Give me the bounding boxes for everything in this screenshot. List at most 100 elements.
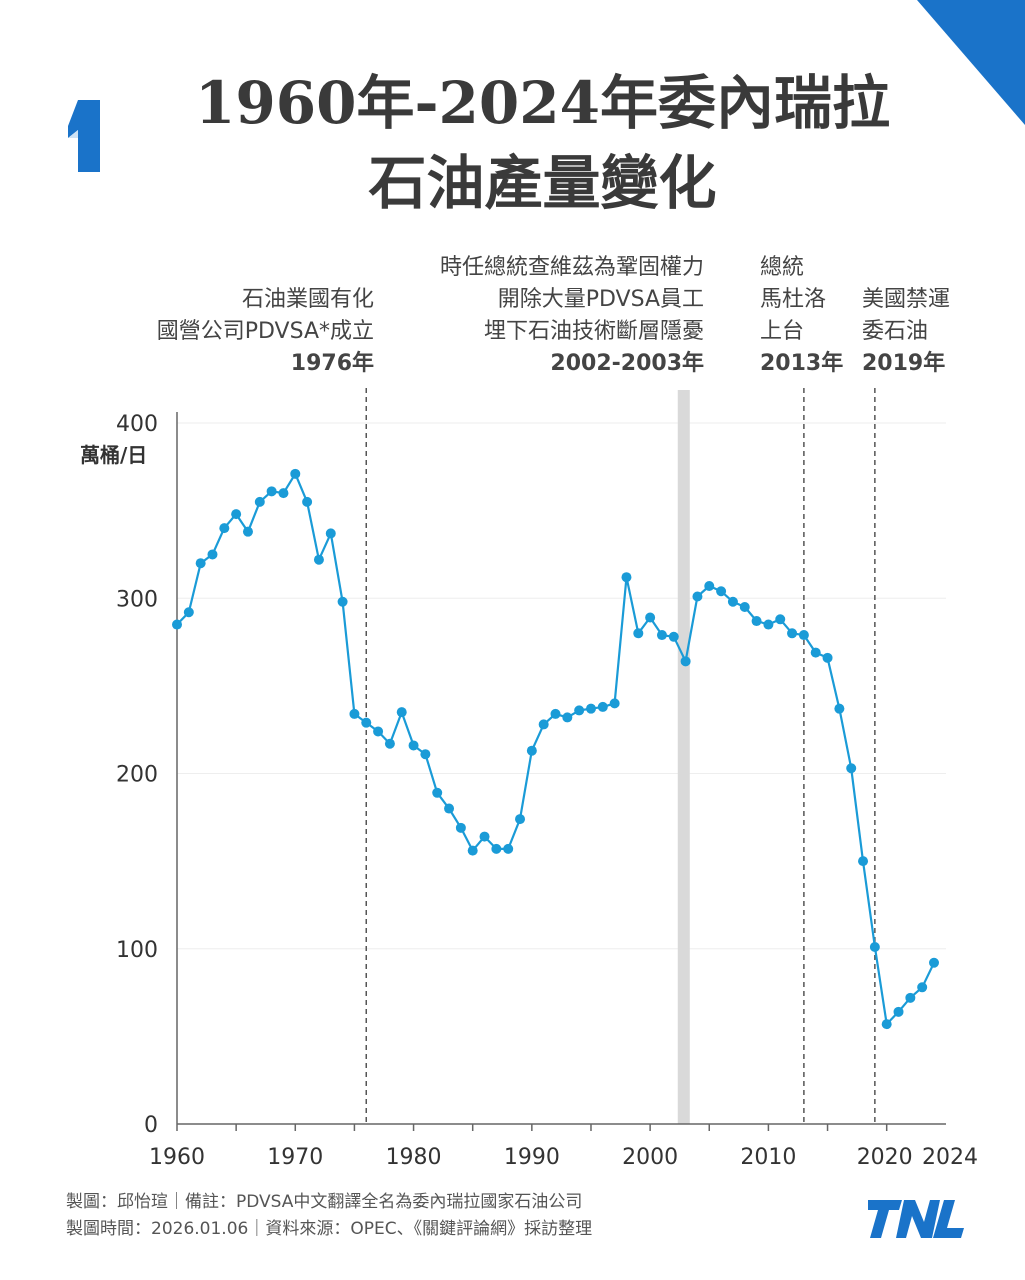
data-point-2005	[704, 580, 715, 591]
annotation-year-label: 2013年	[760, 350, 843, 376]
series-line	[176, 472, 935, 1026]
data-point-2018	[858, 856, 869, 867]
data-point-1968	[266, 486, 277, 497]
data-point-2020	[881, 1019, 892, 1030]
y-axis-label: 萬桶/日	[80, 443, 147, 467]
x-tick-label: 1960	[149, 1145, 205, 1170]
data-point-1962	[195, 558, 206, 569]
x-tick-label: 1970	[267, 1145, 323, 1170]
data-point-2009	[751, 616, 762, 627]
y-tick-label: 200	[116, 763, 158, 788]
data-point-1975	[349, 708, 360, 719]
footer-source: 製圖時間：2026.01.06｜資料來源：OPEC、《關鍵評論網》採訪整理	[66, 1219, 593, 1239]
data-point-1999	[633, 628, 644, 639]
y-tick-label: 100	[116, 938, 158, 963]
y-tick-label: 400	[116, 412, 158, 437]
annotation-year-label: 1976年	[291, 350, 374, 376]
data-point-2021	[893, 1006, 904, 1017]
data-point-2010	[763, 619, 774, 630]
data-point-1982	[432, 787, 443, 798]
data-point-1960	[172, 619, 182, 630]
annotation-text: 時任總統查維茲為鞏固權力	[440, 255, 704, 280]
data-point-1974	[337, 596, 348, 607]
data-point-2008	[739, 602, 750, 613]
annotation-text: 總統	[760, 255, 804, 280]
data-point-2012	[787, 628, 798, 639]
annotation-year-label: 2019年	[862, 350, 945, 376]
data-point-1987	[491, 843, 502, 854]
y-tick-label: 0	[144, 1113, 158, 1138]
data-point-2003	[680, 656, 691, 667]
data-point-2015	[822, 652, 833, 663]
data-point-2011	[775, 614, 786, 625]
data-point-1961	[183, 607, 194, 618]
data-point-2022	[905, 992, 916, 1003]
x-tick-label: 1990	[504, 1145, 560, 1170]
data-point-2016	[834, 703, 845, 714]
annotation-text: 國營公司PDVSA*成立	[157, 319, 374, 344]
x-tick-label: 2020	[857, 1145, 913, 1170]
data-point-2006	[716, 586, 727, 597]
data-point-1990	[526, 745, 537, 756]
x-tick-label: 2024	[922, 1145, 978, 1170]
annotation-text: 上台	[760, 319, 804, 344]
data-point-2023	[917, 982, 928, 993]
data-point-1964	[219, 523, 230, 534]
data-point-1976	[361, 717, 372, 728]
data-point-1970	[290, 468, 301, 479]
data-point-1993	[562, 712, 573, 723]
x-tick-label: 2010	[740, 1145, 796, 1170]
data-point-1995	[585, 703, 596, 714]
data-point-1980	[408, 740, 419, 751]
data-point-1994	[574, 705, 585, 716]
data-point-1992	[550, 708, 561, 719]
annotation-text: 開除大量PDVSA員工	[498, 287, 704, 312]
annotation-text: 石油業國有化	[242, 287, 374, 312]
data-point-2001	[656, 630, 667, 641]
data-point-1978	[384, 738, 395, 749]
data-point-1991	[538, 719, 549, 730]
chart-title-line-2: 石油產量變化	[368, 149, 717, 217]
corner-triangle-decoration	[917, 0, 1025, 125]
annotation-text: 馬杜洛	[760, 287, 826, 312]
data-point-2024	[929, 957, 939, 968]
annotation-text: 委石油	[862, 319, 928, 344]
data-point-2007	[727, 596, 738, 607]
footer-credit: 製圖：邱怡瑄｜備註：PDVSA中文翻譯全名為委內瑞拉國家石油公司	[66, 1192, 583, 1212]
data-point-1986	[479, 831, 490, 842]
data-point-1997	[609, 698, 620, 709]
data-point-2002	[668, 631, 679, 642]
annotation-year-label: 2002-2003年	[550, 350, 704, 376]
line-chart: 0 100 200 300 400 萬桶/日 1960 1970 1980 1990 2000 201…	[80, 255, 978, 1170]
data-point-1972	[313, 554, 324, 565]
data-point-1966	[242, 526, 253, 537]
data-point-1996	[597, 701, 608, 712]
x-tick-label: 1980	[386, 1145, 442, 1170]
data-point-1967	[254, 496, 265, 507]
data-point-1984	[455, 822, 466, 833]
data-point-1988	[503, 843, 514, 854]
data-point-1971	[302, 496, 313, 507]
data-point-2000	[645, 612, 656, 623]
data-point-1965	[231, 509, 242, 520]
chart-title-line-1: 1960年-2024年委內瑞拉	[195, 69, 890, 137]
data-point-2019	[869, 941, 880, 952]
data-point-1985	[467, 845, 478, 856]
data-point-2004	[692, 591, 703, 602]
annotation-text: 埋下石油技術斷層隱憂	[484, 319, 704, 344]
data-point-1969	[278, 488, 289, 499]
tnl-logo	[868, 1200, 964, 1238]
data-point-1979	[396, 707, 407, 718]
data-point-2013	[798, 630, 809, 641]
data-point-1977	[373, 726, 384, 737]
data-point-1998	[621, 572, 632, 583]
data-point-2014	[810, 647, 821, 658]
highlight-band-2002-2003	[677, 390, 690, 1124]
page-number-badge	[68, 100, 100, 172]
data-point-1981	[420, 749, 431, 760]
data-point-2017	[846, 763, 857, 774]
data-point-1973	[325, 528, 336, 539]
data-point-1963	[207, 549, 218, 560]
y-tick-label: 300	[116, 587, 158, 612]
data-point-1989	[515, 814, 526, 825]
